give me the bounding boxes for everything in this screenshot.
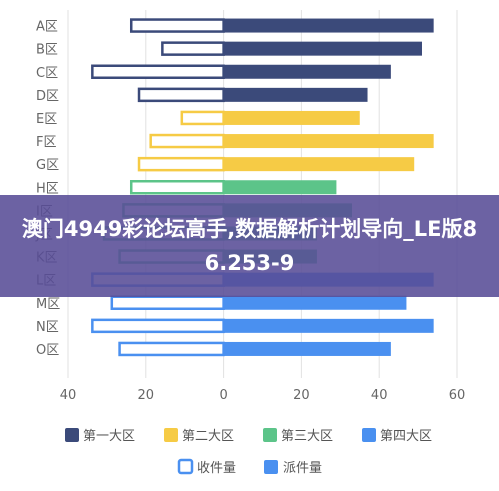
- legend-label-region-3: 第三大区: [281, 429, 333, 444]
- bar-dispatched: [223, 318, 434, 333]
- legend-item-dispatched[interactable]: 派件量: [264, 460, 322, 476]
- bar-dispatched: [223, 157, 415, 172]
- bar-received: [161, 41, 225, 56]
- bars: [91, 18, 434, 357]
- category-label: D区: [36, 89, 59, 104]
- bar-received: [91, 64, 225, 79]
- bar-received: [129, 18, 225, 33]
- bar-received: [91, 318, 225, 334]
- legend-swatch-region-2: [164, 428, 178, 442]
- legend-label-region-4: 第四大区: [380, 429, 432, 444]
- x-tick-label: 40: [371, 388, 388, 403]
- x-tick-label: 40: [60, 388, 77, 403]
- legend-label-received: 收件量: [197, 461, 236, 476]
- legend-item-region-3[interactable]: 第三大区: [263, 428, 333, 444]
- bar-received: [149, 133, 225, 149]
- category-label: F区: [36, 135, 56, 150]
- category-label: N区: [36, 320, 59, 335]
- bar-received: [137, 156, 225, 172]
- category-label: C区: [36, 66, 58, 81]
- category-label: M区: [36, 297, 60, 312]
- bar-dispatched: [223, 134, 434, 149]
- x-tick-label: 20: [293, 388, 310, 403]
- bar-dispatched: [223, 18, 434, 33]
- x-tick-label: 60: [449, 388, 466, 403]
- legend-swatch-received: [177, 458, 194, 475]
- x-tick-label: 20: [138, 388, 155, 403]
- legend-item-received[interactable]: 收件量: [177, 458, 236, 476]
- x-tick-labels: 40 20 0 20 40 60: [60, 388, 466, 403]
- legend-item-region-4[interactable]: 第四大区: [362, 428, 432, 444]
- bar-dispatched: [223, 41, 422, 56]
- legend-label-region-1: 第一大区: [83, 429, 135, 444]
- bar-received: [180, 110, 225, 126]
- category-label: O区: [36, 343, 59, 358]
- overlay-banner: 澳门4949彩论坛高手,数据解析计划导向_LE版86.253-9: [0, 195, 499, 297]
- bar-dispatched: [223, 110, 360, 125]
- category-label: H区: [36, 181, 59, 196]
- legend-swatch-region-4: [362, 428, 376, 442]
- legend-swatch-dispatched: [264, 460, 278, 474]
- bar-received: [110, 295, 225, 310]
- bar-dispatched: [223, 341, 391, 356]
- legend-label-region-2: 第二大区: [182, 429, 234, 444]
- category-label: G区: [36, 158, 59, 173]
- legend: 第一大区 第二大区 第三大区 第四大区 收件量 派件量: [65, 428, 432, 476]
- legend-swatch-region-3: [263, 428, 277, 442]
- x-tick-label: 0: [219, 388, 227, 403]
- bar-received: [137, 87, 225, 103]
- bar-dispatched: [223, 180, 337, 195]
- bar-received: [129, 180, 225, 195]
- legend-label-dispatched: 派件量: [283, 461, 322, 476]
- overlay-title: 澳门4949彩论坛高手,数据解析计划导向_LE版86.253-9: [21, 217, 478, 275]
- legend-item-region-1[interactable]: 第一大区: [65, 428, 135, 444]
- bar-dispatched: [223, 295, 407, 310]
- bar-dispatched: [223, 87, 368, 102]
- category-label: E区: [36, 112, 57, 127]
- category-label: B区: [36, 43, 58, 58]
- bar-dispatched: [223, 64, 391, 79]
- bar-received: [118, 341, 225, 357]
- legend-item-region-2[interactable]: 第二大区: [164, 428, 234, 444]
- category-label: A区: [36, 20, 58, 35]
- category-labels: A区B区C区D区E区F区G区H区I区J区K区L区M区N区O区: [35, 20, 60, 358]
- legend-swatch-region-1: [65, 428, 79, 442]
